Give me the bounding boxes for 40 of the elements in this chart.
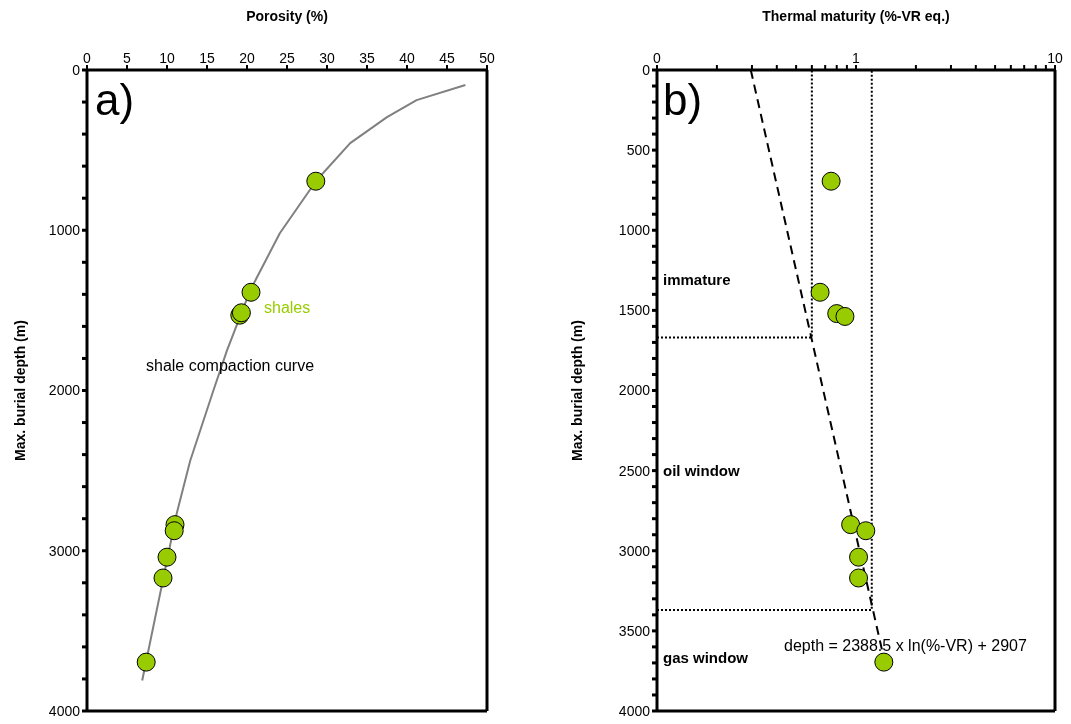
y-axis-title: Max. burial depth (m) [11, 320, 28, 461]
y-tick-label: 2000 [48, 382, 81, 399]
x-tick-label: 1 [852, 50, 861, 66]
y-axis-title: Max. burial depth (m) [568, 320, 585, 461]
series-label: shale compaction curve [146, 357, 315, 374]
y-tick-label: 1500 [618, 302, 651, 319]
x-tick-label: 10 [159, 50, 175, 66]
y-tick-label: 3000 [48, 542, 81, 559]
annotation: b) [663, 75, 703, 124]
x-tick-label: 40 [399, 50, 415, 66]
y-tick-label: 3500 [618, 622, 651, 639]
x-tick-label: 15 [199, 50, 215, 66]
x-tick-label: 5 [123, 50, 132, 66]
y-tick-label: 3000 [618, 542, 651, 559]
x-tick-label: 0 [83, 50, 92, 66]
x-tick-label: 0 [653, 50, 662, 66]
x-tick-label: 25 [279, 50, 295, 66]
y-tick-label: 500 [626, 142, 651, 159]
x-axis-title: Thermal maturity (%-VR eq.) [761, 8, 951, 24]
y-tick-label: 1000 [48, 222, 81, 239]
y-tick-label: 2500 [618, 462, 651, 479]
x-axis-title: Porosity (%) [245, 8, 329, 24]
annotation: oil window [663, 462, 740, 479]
y-tick-label: 0 [72, 61, 81, 78]
x-tick-label: 35 [359, 50, 375, 66]
annotation: gas window [663, 649, 749, 666]
annotation: a) [95, 75, 135, 124]
x-tick-label: 30 [319, 50, 335, 66]
y-tick-label: 1000 [618, 222, 651, 239]
y-tick-label: 4000 [48, 702, 81, 719]
x-tick-label: 45 [439, 50, 455, 66]
y-tick-label: 2000 [618, 382, 651, 399]
y-tick-label: 0 [642, 61, 651, 78]
x-tick-label: 10 [1047, 50, 1063, 66]
x-tick-label: 50 [479, 50, 495, 66]
x-tick-label: 20 [239, 50, 255, 66]
series-label: depth = 2388.5 x ln(%-VR) + 2907 [784, 637, 1027, 654]
y-tick-label: 4000 [618, 702, 651, 719]
series-label: shales [264, 299, 311, 316]
annotation: immature [663, 271, 731, 288]
